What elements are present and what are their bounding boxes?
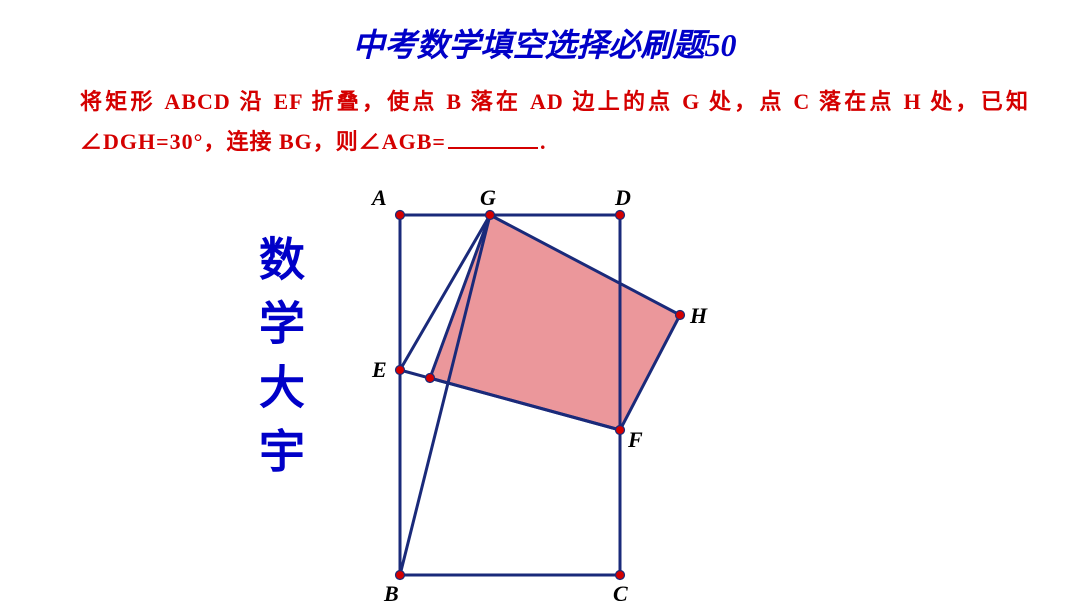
point-D <box>616 211 625 220</box>
point-H <box>676 311 685 320</box>
segment-B-G <box>400 215 490 575</box>
geometry-diagram: A G D H E F B C <box>340 175 770 610</box>
watermark-text: 数学大宇 <box>253 235 304 491</box>
label-A: A <box>370 185 387 210</box>
point-Ei <box>426 374 435 383</box>
problem-text-1: 将矩形 ABCD 沿 EF 折叠，使点 B 落在 AD 边上的点 G 处，点 C… <box>80 89 1029 154</box>
label-B: B <box>383 581 399 605</box>
answer-blank <box>448 125 538 149</box>
problem-text-2: . <box>540 129 547 154</box>
title-text: 中考数学填空选择必刷题50 <box>352 27 736 63</box>
point-E <box>396 366 405 375</box>
label-E: E <box>371 357 387 382</box>
page-title: 中考数学填空选择必刷题50 <box>0 20 1089 66</box>
point-B <box>396 571 405 580</box>
label-D: D <box>614 185 631 210</box>
label-F: F <box>627 427 643 452</box>
geometry-svg: A G D H E F B C <box>340 175 770 605</box>
watermark-vertical: 数学大宇 <box>245 235 311 491</box>
label-C: C <box>613 581 628 605</box>
problem-statement: 将矩形 ABCD 沿 EF 折叠，使点 B 落在 AD 边上的点 G 处，点 C… <box>80 82 1029 161</box>
point-G <box>486 211 495 220</box>
label-H: H <box>689 303 708 328</box>
point-F <box>616 426 625 435</box>
point-A <box>396 211 405 220</box>
folded-region <box>430 215 680 430</box>
point-C <box>616 571 625 580</box>
label-G: G <box>480 185 496 210</box>
